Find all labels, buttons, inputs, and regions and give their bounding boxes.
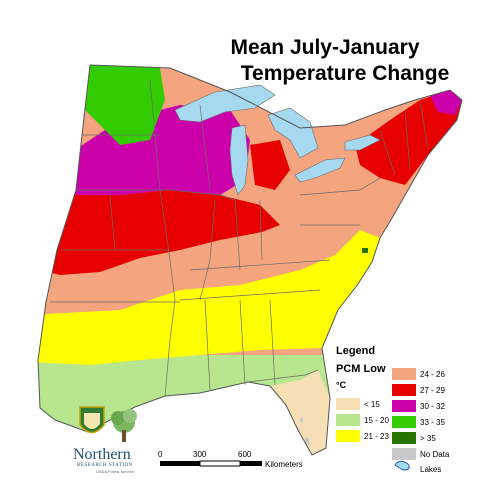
legend-title: Legend [336, 345, 376, 357]
zone-30-32-maine [430, 90, 462, 115]
lake-erie [294, 157, 346, 183]
legend-unit: °C [336, 380, 347, 390]
state-line [247, 369, 319, 383]
scale-segment-black [240, 461, 262, 466]
great-lakes [174, 84, 381, 196]
land-outline [37, 64, 463, 456]
legend-swatch-33-35 [392, 416, 416, 428]
state-line [169, 189, 236, 201]
lake-superior [174, 84, 276, 123]
state-line [179, 289, 321, 301]
zone-33-35 [85, 65, 165, 145]
state-line [379, 129, 396, 176]
state-line [199, 199, 216, 301]
state-boundaries [50, 79, 429, 397]
lake-huron [267, 107, 319, 159]
state-line [109, 194, 116, 251]
legend-swatch-no-data [392, 448, 416, 460]
legend-swatch-30-32 [392, 400, 416, 412]
state-line [239, 299, 246, 386]
legend-label-33-35: 33 - 35 [420, 418, 445, 427]
legend-swatch-27-29 [392, 384, 416, 396]
state-line [204, 299, 211, 391]
forest-service-shield-logo [79, 406, 105, 434]
no-data-speck [305, 438, 309, 444]
legend-label-below-15: < 15 [364, 400, 380, 409]
zone-21-23 [38, 230, 380, 365]
legend-label-30-32: 30 - 32 [420, 402, 445, 411]
scale-bar [160, 460, 262, 467]
zone-27-29-michigan [250, 140, 290, 190]
legend-swatch-24-26 [392, 368, 416, 380]
legend-label-21-23: 21 - 23 [364, 432, 389, 441]
zone-27-29 [40, 190, 280, 275]
scale-segment-white [199, 460, 241, 467]
state-line [149, 79, 176, 397]
northern-research-station-name: Northern [73, 446, 131, 463]
legend-swatch-21-23 [336, 430, 360, 442]
zone-above-35 [362, 248, 368, 253]
legend-label-lakes: Lakes [420, 465, 442, 474]
state-line [199, 104, 211, 191]
zone-below-15 [270, 370, 330, 455]
state-line [299, 177, 381, 196]
tree-logo [111, 409, 137, 442]
map-title-line2: Temperature Change [240, 62, 450, 85]
legend-swatch-lakes [394, 460, 410, 471]
legend-label-15-20: 15 - 20 [364, 416, 389, 425]
legend-label-24-26: 24 - 26 [420, 370, 445, 379]
legend-swatch-15-20 [336, 414, 360, 426]
state-line [269, 299, 276, 386]
state-line [404, 109, 411, 171]
scale-tick-600: 600 [238, 450, 252, 459]
state-line [189, 259, 331, 271]
research-station-subtitle: RESEARCH STATION [77, 463, 133, 468]
no-data-speck [300, 418, 303, 422]
legend-label-no-data: No Data [420, 450, 450, 459]
legend-label-above-35: > 35 [420, 434, 436, 443]
state-line [234, 199, 241, 271]
scale-tick-0: 0 [158, 450, 163, 459]
lake-michigan [229, 124, 249, 196]
lake-ontario [344, 134, 381, 151]
usda-forest-service-label: USDA Forest Service [96, 469, 134, 474]
scale-segment-black [160, 461, 200, 466]
legend-label-27-29: 27 - 29 [420, 386, 445, 395]
state-line [259, 199, 263, 261]
state-line [419, 99, 429, 151]
map-title-line1: Mean July-January [230, 36, 420, 59]
zone-27-29-northeast [355, 90, 462, 185]
legend-swatch-below-15 [336, 398, 360, 410]
scale-tick-300: 300 [193, 450, 207, 459]
scale-unit-label: Kilometers [265, 460, 303, 469]
legend-subtitle: PCM Low [336, 363, 386, 375]
legend-swatch-above-35 [392, 432, 416, 444]
